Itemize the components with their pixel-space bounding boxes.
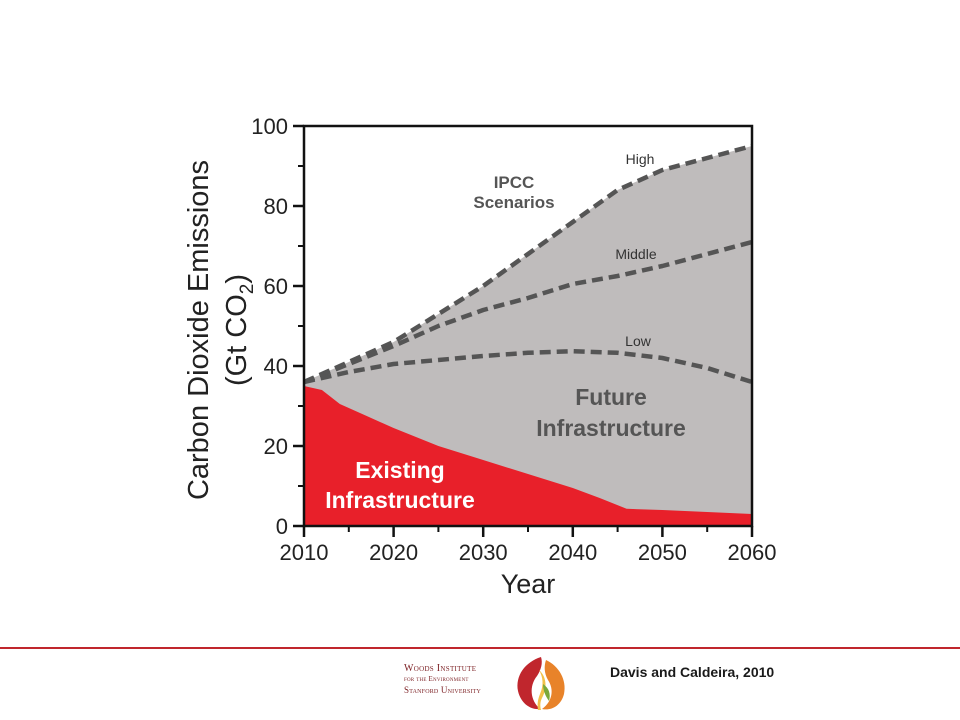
y-axis-label-line1: Carbon Dioxide Emissions (183, 160, 215, 500)
annotation-ipcc-line2: Scenarios (473, 193, 554, 212)
future-infrastructure-area (304, 146, 752, 526)
annotation-existing-line1: Existing (355, 457, 444, 483)
series-label-middle: Middle (615, 246, 656, 262)
series-label-low: Low (625, 333, 652, 349)
citation-text: Davis and Caldeira, 2010 (610, 664, 775, 680)
y-axis-label-subscript: 2 (237, 284, 258, 295)
logo-line-3: Stanford University (404, 685, 482, 695)
y-tick-label: 0 (276, 514, 288, 539)
existing-infrastructure-area (304, 386, 752, 526)
leaf-logo-icon (517, 657, 565, 710)
scenario-line-middle (304, 239, 752, 385)
y-axis-label-line2: (Gt CO2) (221, 274, 258, 386)
annotation-future-line1: Future (575, 384, 647, 410)
logo-line-2: for the Environment (404, 675, 469, 683)
y-axis-label-close: ) (221, 274, 253, 284)
x-tick-label: 2010 (280, 540, 329, 565)
y-tick-label: 40 (264, 354, 288, 379)
annotation-existing-line2: Infrastructure (325, 487, 475, 513)
y-tick-label: 80 (264, 194, 288, 219)
x-tick-label: 2030 (459, 540, 508, 565)
x-tick-label: 2020 (369, 540, 418, 565)
x-tick-label: 2060 (728, 540, 777, 565)
annotation-future-line2: Infrastructure (536, 415, 686, 441)
scenario-line-low (304, 348, 752, 385)
series-label-high: High (626, 151, 655, 167)
woods-institute-logo-text: Woods Institute for the Environment Stan… (404, 663, 508, 696)
logo-line-1: Woods Institute (404, 663, 477, 674)
x-tick-label: 2050 (638, 540, 687, 565)
y-tick-label: 100 (251, 114, 288, 139)
x-axis-label: Year (501, 569, 556, 599)
y-axis-label-main: (Gt CO (221, 294, 253, 386)
annotation-ipcc-line1: IPCC (494, 173, 535, 192)
y-tick-label: 60 (264, 274, 288, 299)
scenario-line-high (304, 143, 752, 385)
footer-divider (0, 647, 960, 649)
x-tick-label: 2040 (548, 540, 597, 565)
y-tick-label: 20 (264, 434, 288, 459)
